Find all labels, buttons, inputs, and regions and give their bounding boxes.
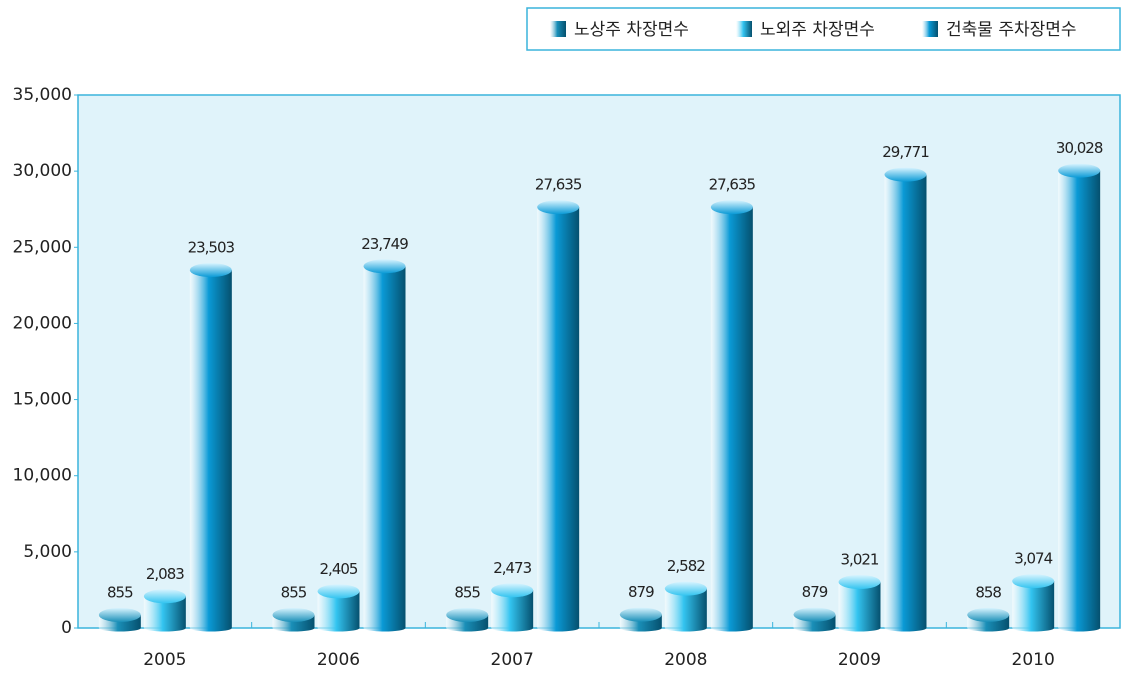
legend-box [526, 7, 1121, 51]
value-label: 27,635 [535, 176, 582, 194]
legend-swatch [922, 21, 938, 37]
bar-cap [446, 607, 489, 622]
x-tick-label: 2007 [491, 650, 534, 670]
bar-cap [710, 200, 753, 215]
legend-label: 노외주 차장면수 [760, 20, 875, 40]
bar-cap [838, 574, 881, 589]
bar [1012, 581, 1055, 632]
legend-swatch [550, 21, 566, 37]
y-tick-label: 15,000 [13, 390, 72, 410]
legend-label: 건축물 주차장면수 [946, 20, 1077, 40]
value-label: 3,074 [1014, 550, 1052, 568]
y-tick-label: 5,000 [23, 542, 72, 562]
bar [838, 581, 881, 632]
value-label: 29,771 [882, 143, 929, 161]
bar [1058, 170, 1101, 632]
value-label: 855 [107, 583, 133, 601]
bar [664, 588, 707, 632]
bar [143, 596, 186, 632]
y-tick-label: 35,000 [13, 85, 72, 105]
value-label: 23,749 [361, 235, 408, 253]
x-tick-label: 2006 [317, 650, 360, 670]
bar [317, 591, 360, 632]
legend-label: 노상주 차장면수 [574, 20, 689, 40]
x-tick-label: 2005 [143, 650, 186, 670]
value-label: 2,473 [493, 559, 531, 577]
bar-cap [189, 263, 232, 278]
value-label: 858 [975, 583, 1001, 601]
bar-cap [793, 607, 836, 622]
value-label: 2,083 [146, 565, 184, 583]
bar-cap [1012, 574, 1055, 589]
plot-area [77, 94, 1121, 629]
bar-cap [537, 200, 580, 215]
y-tick-label: 25,000 [13, 237, 72, 257]
bar-cap [98, 607, 141, 622]
value-label: 879 [802, 583, 828, 601]
bar-cap [967, 607, 1010, 622]
bar-cap [491, 583, 534, 598]
bar [363, 266, 406, 632]
bar-cap [884, 167, 927, 182]
y-tick-label: 0 [61, 618, 72, 638]
bar-cap [664, 581, 707, 596]
bar [189, 270, 232, 632]
x-tick-label: 2008 [664, 650, 707, 670]
bar [710, 207, 753, 632]
bar-cap [1058, 163, 1101, 178]
bar-cap [317, 584, 360, 599]
value-label: 3,021 [841, 550, 879, 568]
y-tick-label: 10,000 [13, 466, 72, 486]
bar-cap [143, 589, 186, 604]
bar [884, 174, 927, 632]
legend-swatch [736, 21, 752, 37]
value-label: 855 [454, 583, 480, 601]
value-label: 30,028 [1056, 139, 1103, 157]
x-tick-label: 2010 [1012, 650, 1055, 670]
y-tick-label: 30,000 [13, 161, 72, 181]
value-label: 855 [281, 583, 307, 601]
value-label: 2,582 [667, 557, 705, 575]
bar [537, 207, 580, 632]
value-label: 23,503 [188, 239, 235, 257]
bar-cap [619, 607, 662, 622]
bar-cap [363, 259, 406, 274]
x-tick-label: 2009 [838, 650, 881, 670]
value-label: 27,635 [709, 176, 756, 194]
y-tick-label: 20,000 [13, 313, 72, 333]
bar-cap [272, 607, 315, 622]
value-label: 879 [628, 583, 654, 601]
bar [491, 590, 534, 632]
value-label: 2,405 [320, 560, 358, 578]
